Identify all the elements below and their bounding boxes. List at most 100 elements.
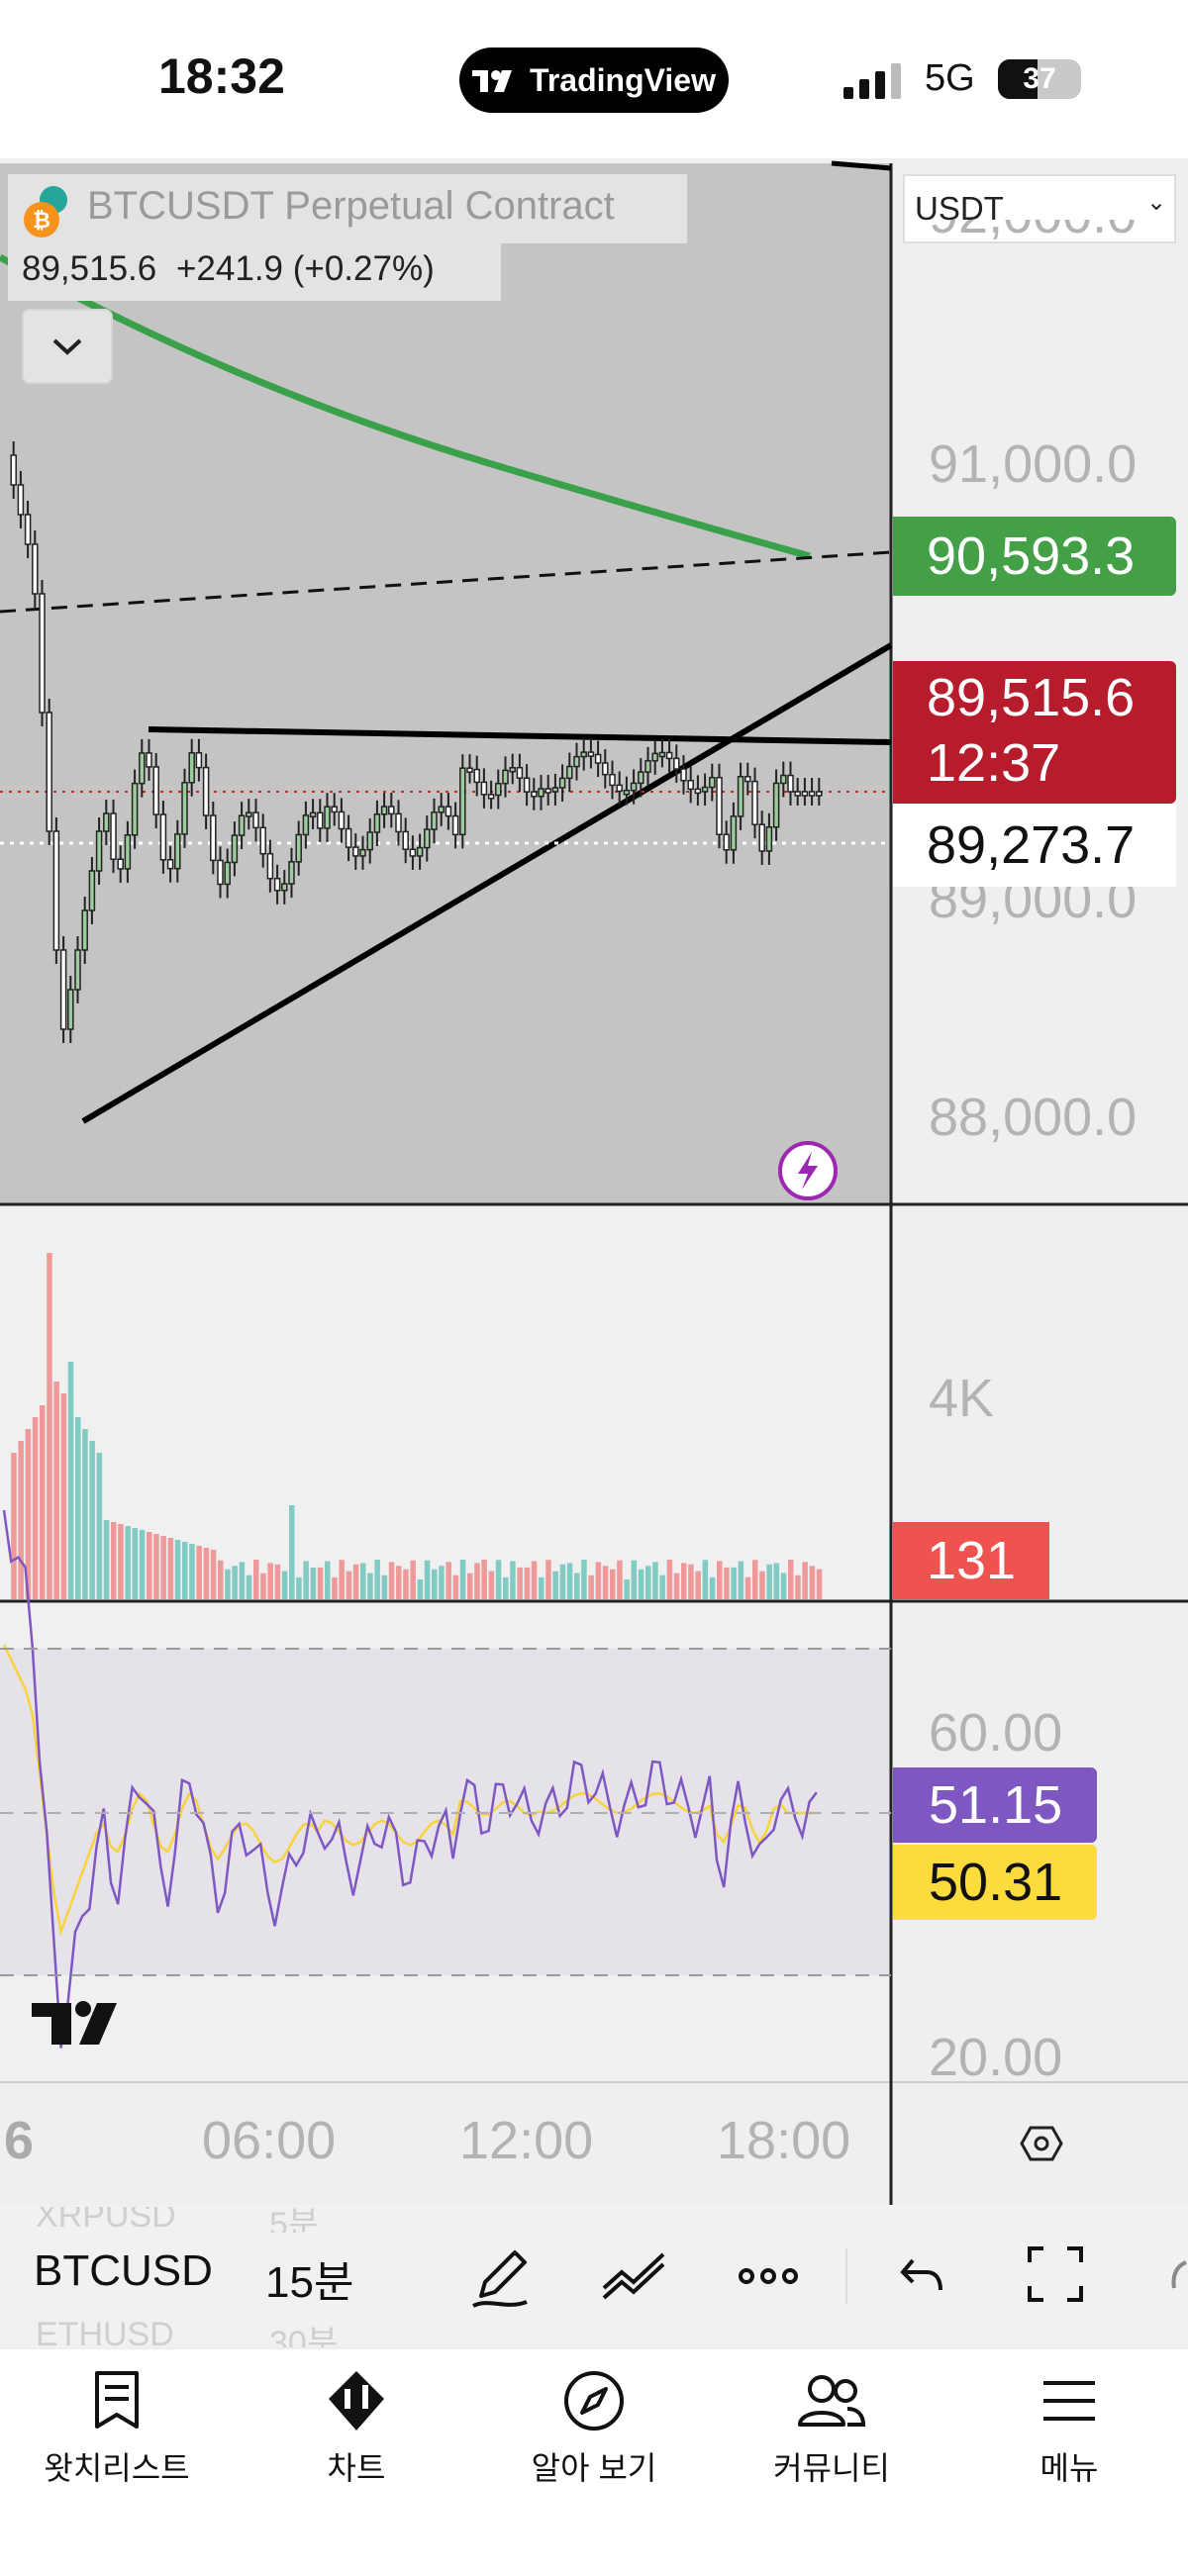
candle-body: [388, 806, 395, 815]
nav-label: 메뉴: [1040, 2450, 1099, 2486]
pen-icon[interactable]: [469, 2244, 535, 2310]
volume-bar: [446, 1562, 451, 1599]
candle-body: [509, 766, 516, 773]
candle-body: [352, 846, 359, 857]
rsi-line: [2, 1509, 818, 2049]
candle-body: [67, 989, 74, 1030]
candle-body: [751, 780, 758, 825]
volume-bar: [410, 1560, 416, 1599]
candle-body: [166, 859, 174, 870]
rsi-tag: 51.15: [893, 1767, 1097, 1843]
candle-body: [152, 766, 159, 815]
interval-switcher[interactable]: 15분: [265, 2258, 354, 2307]
candle-body: [459, 767, 466, 836]
nav-chart[interactable]: 차트: [257, 2369, 455, 2489]
candle-body: [638, 771, 644, 785]
candle-body: [252, 811, 259, 829]
candle-body: [558, 777, 566, 789]
candle-body: [366, 831, 373, 851]
candle-body: [680, 768, 687, 782]
candle-body: [409, 848, 417, 857]
volume-bar: [459, 1560, 466, 1599]
volume-bar: [303, 1561, 309, 1599]
candle-body: [480, 781, 488, 796]
symbol-switcher[interactable]: BTCUSD: [34, 2246, 213, 2295]
rsi-ma-tag: 50.31: [893, 1845, 1097, 1920]
volume-bar: [346, 1571, 352, 1599]
candle-body: [81, 909, 88, 951]
price-change: +241.9 (+0.27%): [175, 249, 435, 288]
candle-body: [302, 814, 310, 836]
collapse-legend-button[interactable]: [22, 309, 113, 384]
volume-bar: [602, 1566, 609, 1599]
currency-select[interactable]: USDT: [903, 174, 1176, 243]
compass-icon: [564, 2371, 624, 2431]
volume-bar: [388, 1562, 395, 1599]
fullscreen-icon[interactable]: [1026, 2244, 1085, 2304]
volume-bar: [11, 1453, 17, 1599]
nav-label: 알아 보기: [531, 2450, 657, 2486]
time-axis-label: 18:00: [717, 2111, 851, 2170]
volume-bar: [652, 1562, 658, 1599]
lightning-icon[interactable]: [778, 1141, 838, 1200]
tradingview-pill[interactable]: TradingView: [459, 48, 729, 113]
volume-bar: [488, 1571, 495, 1599]
volume-bar: [673, 1573, 680, 1599]
volume-bar: [239, 1562, 246, 1599]
signal-icon: [843, 63, 901, 99]
candle-body: [24, 514, 32, 545]
nav-menu[interactable]: 메뉴: [970, 2369, 1168, 2489]
moving-average-line: [0, 253, 811, 560]
volume-bar: [724, 1567, 730, 1599]
settings-icon[interactable]: [1020, 2124, 1063, 2163]
nav-explore[interactable]: 알아 보기: [495, 2369, 693, 2489]
time-axis-label: 06:00: [202, 2111, 337, 2170]
volume-bar: [32, 1417, 39, 1599]
volume-bar: [510, 1561, 516, 1599]
volume-bar: [332, 1576, 338, 1599]
price-pane-bg: [0, 163, 891, 1204]
volume-bar: [53, 1382, 59, 1599]
candle-body: [402, 830, 409, 850]
volume-bar: [424, 1560, 431, 1599]
volume-bar: [189, 1544, 195, 1599]
volume-bar: [709, 1576, 716, 1599]
candle-body: [324, 806, 331, 829]
candle-body: [616, 784, 623, 793]
more-tools-icon[interactable]: [1166, 2254, 1188, 2294]
more-icon[interactable]: [737, 2264, 800, 2288]
nav-watchlist[interactable]: 왓치리스트: [18, 2369, 216, 2489]
candle-body: [566, 765, 573, 780]
candle-body: [395, 812, 402, 833]
battery-icon: 37: [998, 59, 1081, 99]
candle-body: [694, 788, 702, 795]
volume-bar: [82, 1429, 88, 1599]
volume-tag: 131: [893, 1522, 1049, 1599]
undo-icon[interactable]: [899, 2252, 946, 2296]
candle-body: [531, 791, 538, 798]
volume-bar: [246, 1574, 252, 1599]
volume-bar: [731, 1567, 737, 1599]
support-line: [81, 642, 893, 1124]
candle-body: [380, 806, 388, 815]
symbol-header[interactable]: ₿: [8, 174, 687, 243]
candle-body: [438, 806, 445, 813]
crosshair-price-tag: 89,273.7: [893, 804, 1176, 887]
menu-icon: [1043, 2381, 1095, 2421]
chevron-down-icon: ⌄: [1146, 189, 1167, 216]
volume-bar: [289, 1505, 295, 1599]
volume-bar: [196, 1546, 202, 1599]
volume-bar: [60, 1393, 67, 1599]
candle-body: [451, 814, 459, 836]
volume-bar: [153, 1534, 159, 1599]
nav-community[interactable]: 커뮤니티: [733, 2369, 931, 2489]
volume-bar: [360, 1563, 366, 1599]
drawing-tools-icon[interactable]: [600, 2248, 669, 2304]
volume-bar: [339, 1560, 345, 1599]
nav-label: 커뮤니티: [773, 2450, 890, 2486]
candle-body: [623, 789, 631, 796]
candle-body: [224, 861, 231, 886]
volume-bar: [232, 1566, 238, 1599]
candle-countdown: 12:37: [927, 733, 1061, 793]
